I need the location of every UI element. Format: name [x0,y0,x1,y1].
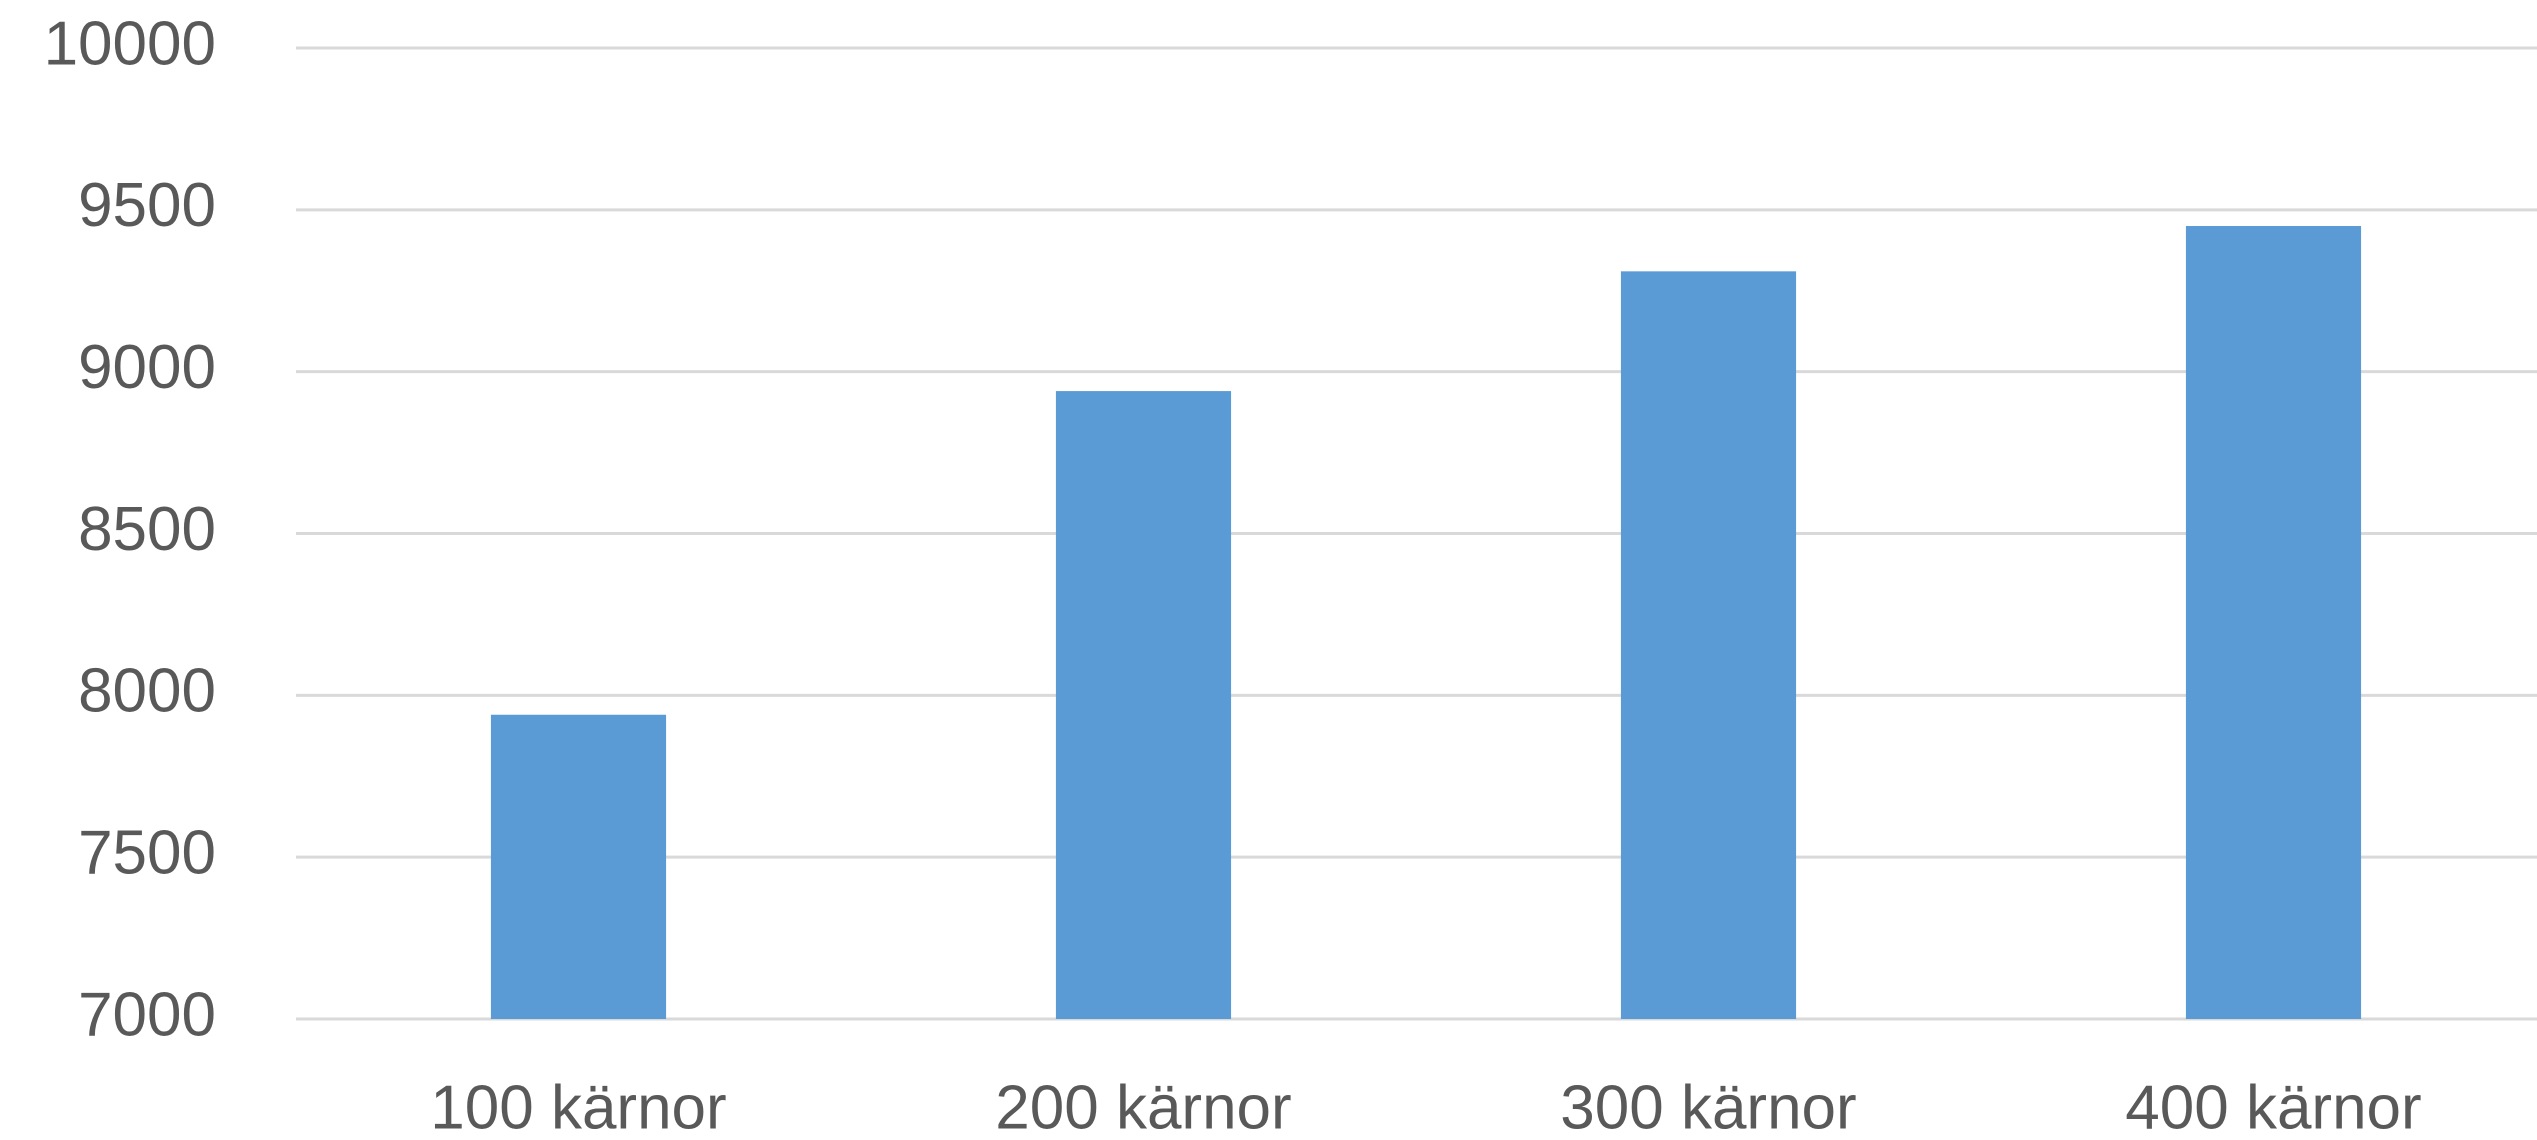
x-tick-label: 200 kärnor [995,1073,1291,1140]
bar [1620,271,1797,1020]
y-tick-label: 9500 [78,171,216,240]
y-tick-label: 9000 [78,333,216,402]
y-tick-label: 7500 [78,819,216,888]
bar [490,714,667,1019]
y-tick-label: 10000 [44,9,216,78]
y-tick-label: 8000 [78,657,216,726]
x-tick-label: 400 kärnor [2125,1073,2421,1140]
y-tick-label: 8500 [78,495,216,564]
x-tick-label: 300 kärnor [1560,1073,1856,1140]
y-tick-label: 7000 [78,980,216,1049]
bar [1055,391,1232,1019]
bar [2185,226,2362,1019]
x-tick-label: 100 kärnor [430,1073,726,1140]
